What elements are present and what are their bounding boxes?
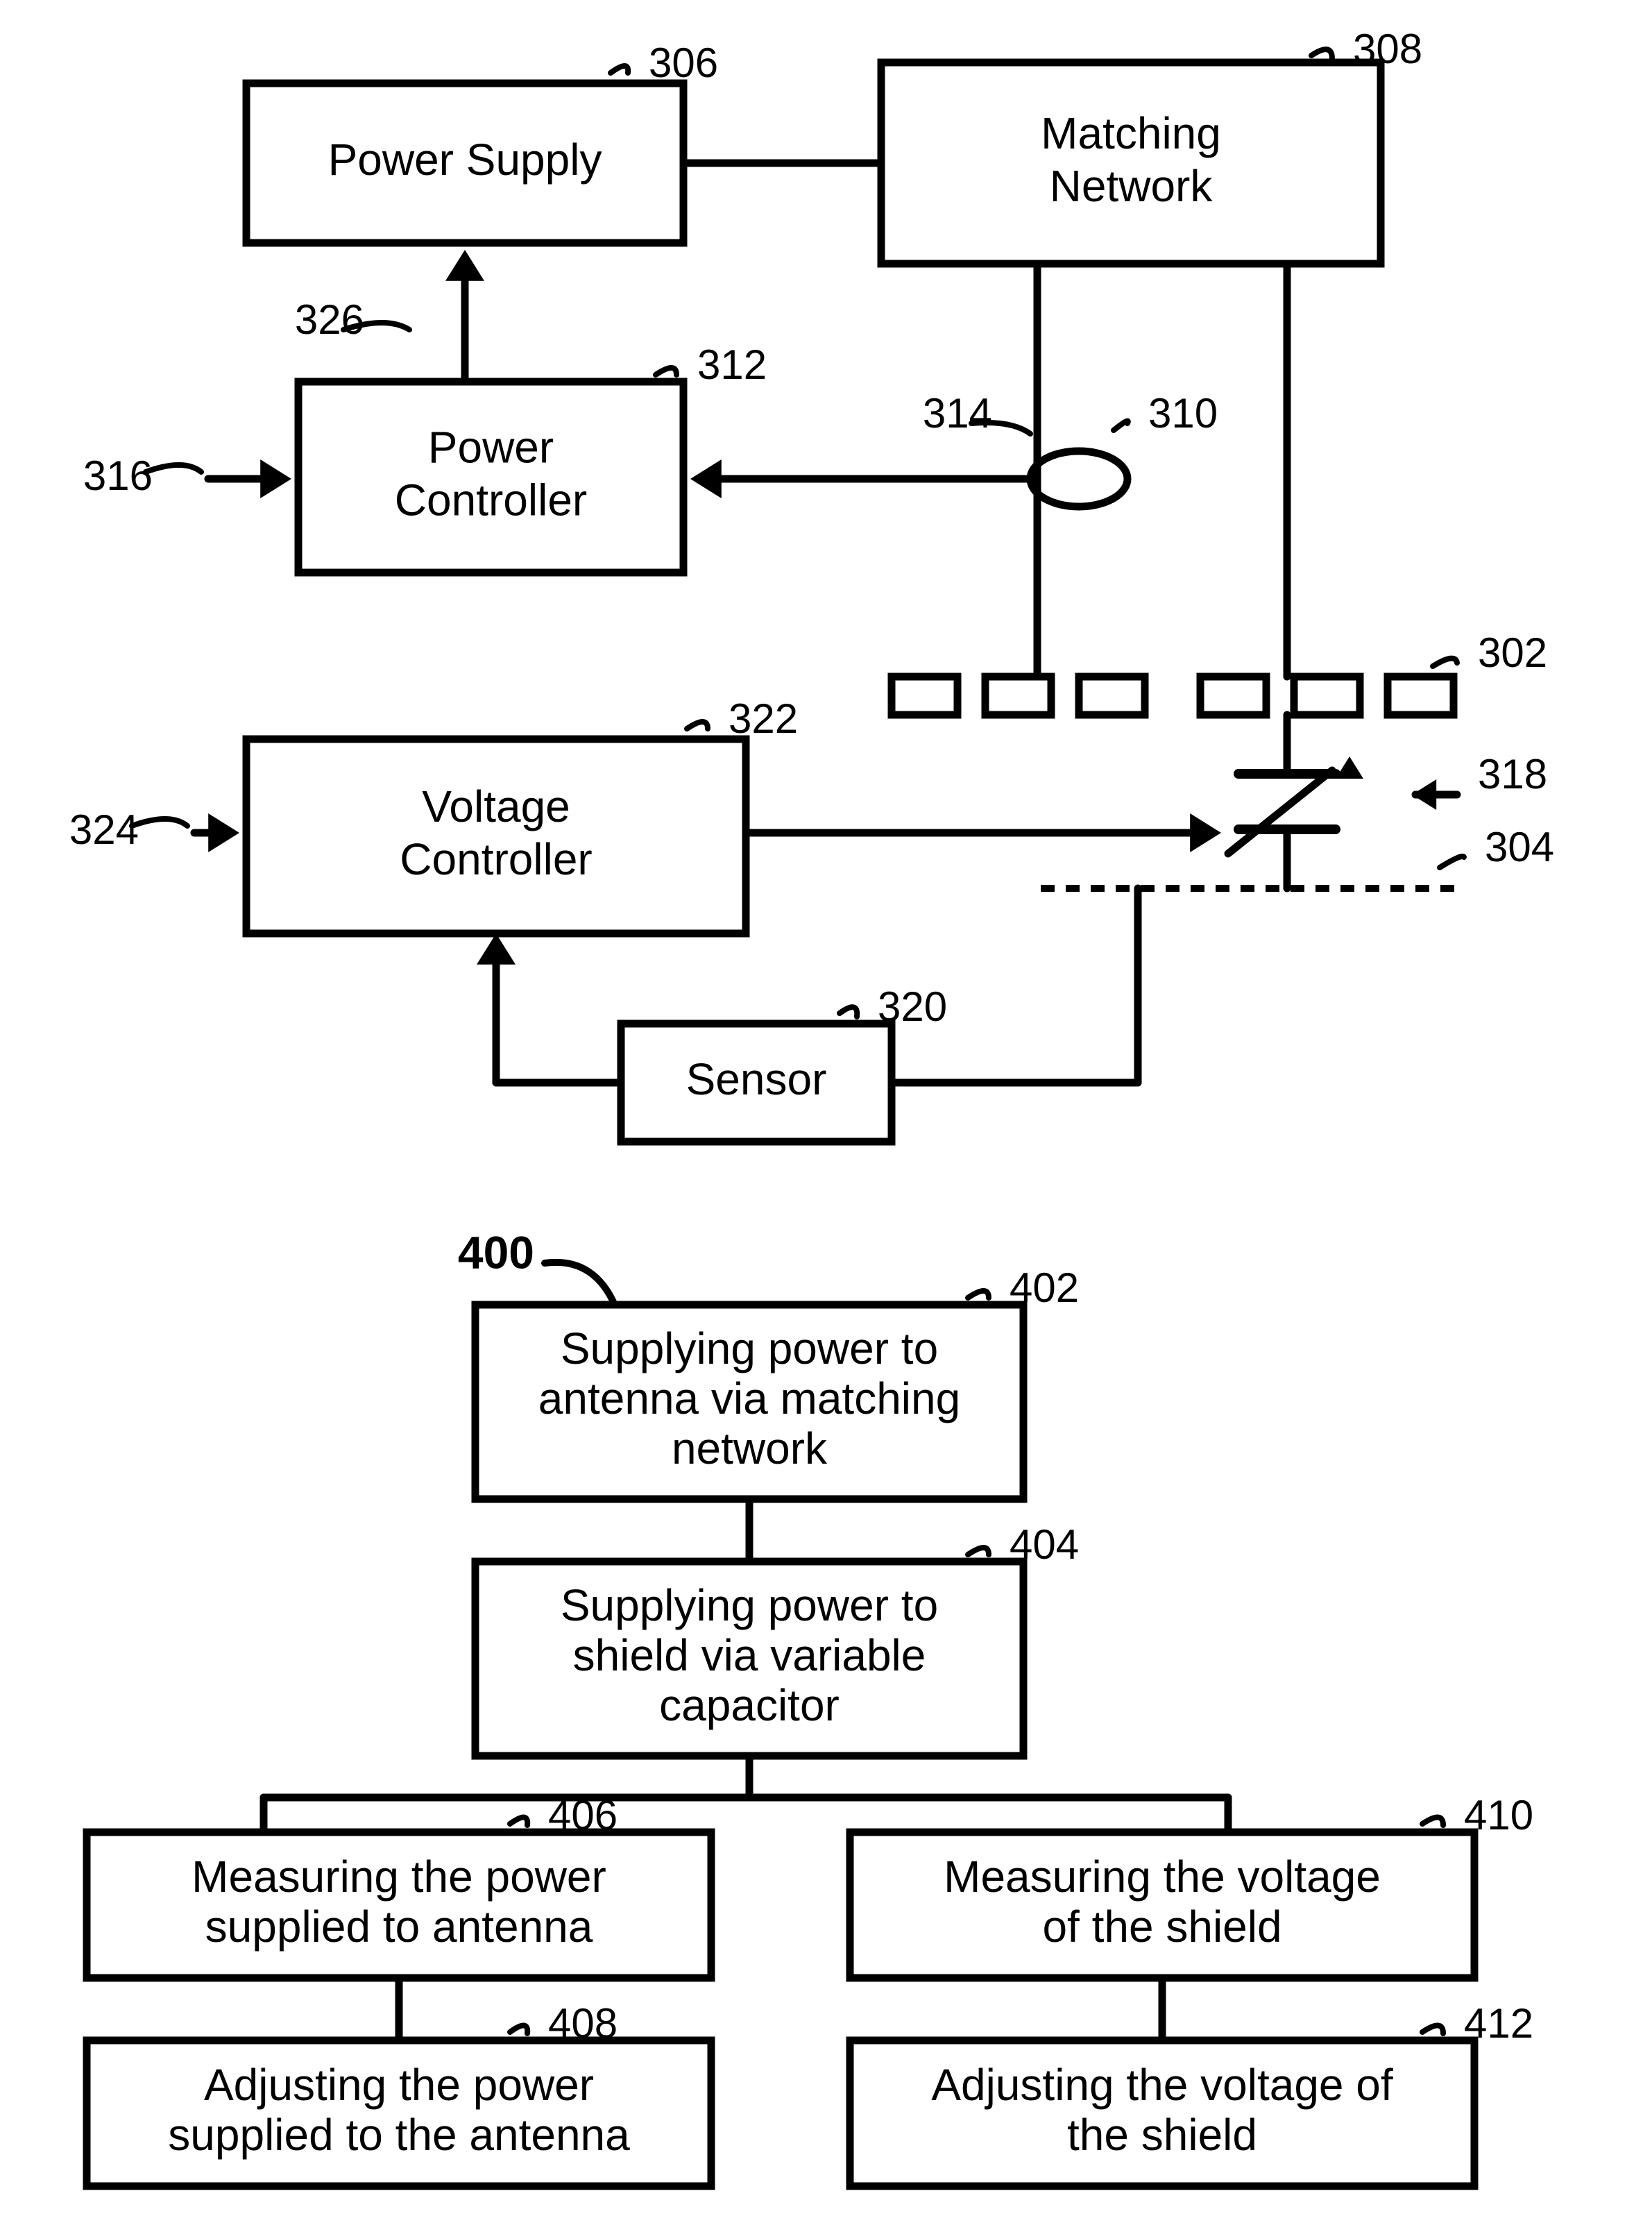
current-sensor-loop	[1030, 451, 1127, 507]
svg-text:322: 322	[729, 695, 798, 742]
svg-text:326: 326	[295, 296, 364, 343]
svg-text:supplied to antenna: supplied to antenna	[205, 1902, 593, 1952]
svg-text:412: 412	[1464, 2000, 1533, 2047]
svg-text:320: 320	[878, 983, 947, 1030]
svg-text:400: 400	[458, 1226, 534, 1278]
svg-text:410: 410	[1464, 1792, 1533, 1838]
antenna-segment	[892, 677, 957, 715]
svg-text:Power Supply: Power Supply	[328, 135, 602, 185]
svg-text:302: 302	[1478, 629, 1547, 676]
svg-text:Sensor: Sensor	[686, 1054, 827, 1104]
svg-text:Voltage: Voltage	[422, 781, 570, 831]
svg-text:Controller: Controller	[395, 475, 587, 525]
antenna-segment	[1388, 677, 1454, 715]
svg-text:network: network	[672, 1423, 828, 1473]
svg-text:310: 310	[1148, 390, 1218, 437]
svg-text:Measuring the power: Measuring the power	[191, 1852, 606, 1902]
svg-text:Network: Network	[1050, 161, 1214, 211]
antenna-segment	[985, 677, 1051, 715]
antenna-segment	[1079, 677, 1145, 715]
svg-text:Controller: Controller	[400, 834, 592, 884]
svg-text:supplied to the antenna: supplied to the antenna	[168, 2110, 630, 2160]
svg-text:Supplying power to: Supplying power to	[561, 1323, 938, 1373]
svg-text:316: 316	[83, 452, 153, 499]
svg-text:304: 304	[1485, 824, 1554, 870]
svg-text:of the shield: of the shield	[1042, 1902, 1281, 1952]
svg-text:312: 312	[697, 341, 767, 388]
svg-text:capacitor: capacitor	[659, 1680, 840, 1730]
svg-text:Adjusting the voltage of: Adjusting the voltage of	[931, 2060, 1393, 2110]
svg-text:antenna via matching: antenna via matching	[538, 1373, 960, 1423]
svg-text:318: 318	[1478, 751, 1547, 797]
svg-text:shield via variable: shield via variable	[573, 1630, 926, 1680]
svg-text:Supplying power to: Supplying power to	[561, 1580, 938, 1630]
svg-text:Measuring the voltage: Measuring the voltage	[944, 1852, 1381, 1902]
svg-text:402: 402	[1010, 1264, 1079, 1311]
svg-text:314: 314	[923, 390, 992, 437]
svg-text:408: 408	[548, 2000, 618, 2047]
svg-text:306: 306	[649, 40, 718, 86]
antenna-segment	[1200, 677, 1266, 715]
svg-text:324: 324	[69, 806, 139, 853]
svg-text:Adjusting the power: Adjusting the power	[204, 2060, 594, 2110]
svg-text:308: 308	[1353, 26, 1422, 72]
svg-text:the shield: the shield	[1067, 2110, 1257, 2160]
svg-text:Matching: Matching	[1041, 108, 1221, 158]
antenna-segment	[1294, 677, 1360, 715]
svg-text:404: 404	[1010, 1521, 1079, 1568]
svg-text:Power: Power	[428, 422, 554, 472]
